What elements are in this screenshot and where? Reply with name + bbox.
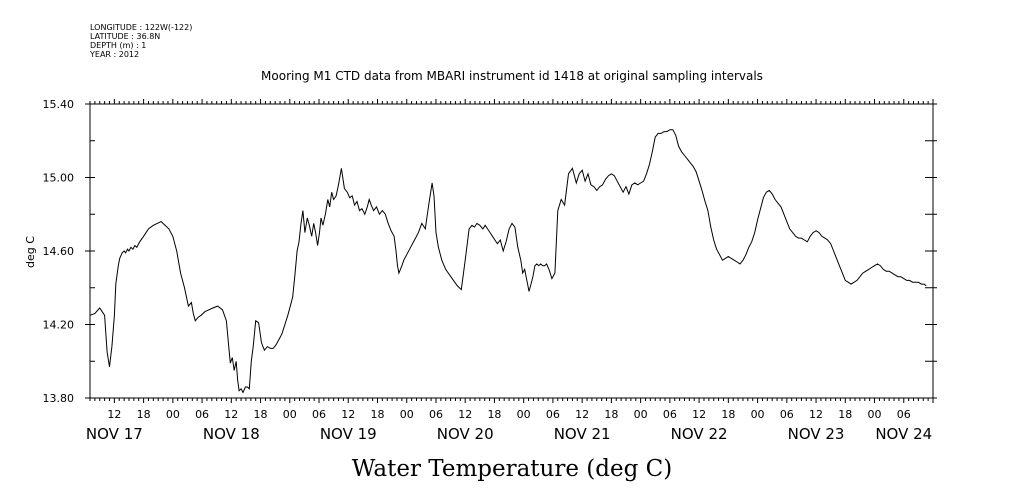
x-hour-label: 18	[254, 408, 268, 421]
x-hour-label: 00	[283, 408, 297, 421]
x-hour-label: 06	[897, 408, 911, 421]
y-axis-ticks: 13.80 14.20 14.60 15.00 15.40	[43, 98, 937, 405]
x-hour-label: 18	[370, 408, 384, 421]
x-hour-label: 12	[809, 408, 823, 421]
x-day-label: NOV 19	[320, 425, 377, 443]
y-axis-label: deg C	[24, 236, 37, 268]
x-day-label: NOV 23	[788, 425, 845, 443]
x-hour-label: 18	[838, 408, 852, 421]
x-axis-ticks	[89, 99, 934, 403]
x-hour-label: 18	[721, 408, 735, 421]
x-hour-label: 06	[546, 408, 560, 421]
x-day-label: NOV 22	[671, 425, 728, 443]
x-hour-label: 06	[780, 408, 794, 421]
metadata-latitude: LATITUDE : 36.8N	[90, 32, 160, 41]
metadata-depth: DEPTH (m) : 1	[90, 41, 146, 50]
x-hour-label: 06	[429, 408, 443, 421]
x-day-label: NOV 18	[203, 425, 260, 443]
y-tick-label: 14.60	[43, 245, 75, 258]
x-day-label: NOV 21	[554, 425, 611, 443]
x-hour-label: 00	[166, 408, 180, 421]
y-tick-label: 13.80	[43, 392, 75, 405]
y-tick-label: 14.20	[43, 319, 75, 332]
plot-frame	[89, 103, 934, 399]
metadata-block: LONGITUDE : 122W(-122) LATITUDE : 36.8N …	[89, 23, 192, 59]
x-hour-label: 06	[312, 408, 326, 421]
x-day-label: NOV 20	[437, 425, 494, 443]
x-day-label: NOV 17	[86, 425, 143, 443]
x-hour-label: 00	[751, 408, 765, 421]
x-axis-day-labels: NOV 17 NOV 18 NOV 19 NOV 20 NOV 21 NOV 22 NOV …	[86, 425, 932, 443]
y-tick-label: 15.00	[43, 172, 75, 185]
x-hour-label: 12	[341, 408, 355, 421]
metadata-year: YEAR : 2012	[89, 50, 139, 59]
x-hour-label: 00	[634, 408, 648, 421]
metadata-longitude: LONGITUDE : 122W(-122)	[90, 23, 192, 32]
x-hour-label: 18	[487, 408, 501, 421]
series-line-water-temperature	[89, 129, 927, 394]
x-hour-label: 12	[692, 408, 706, 421]
x-hour-label: 06	[663, 408, 677, 421]
chart-title: Mooring M1 CTD data from MBARI instrumen…	[261, 69, 763, 83]
x-hour-label: 00	[400, 408, 414, 421]
y-tick-label: 15.40	[43, 98, 75, 111]
x-hour-label: 12	[107, 408, 121, 421]
x-hour-label: 00	[868, 408, 882, 421]
x-axis-title: Water Temperature (deg C)	[352, 456, 672, 482]
x-hour-label: 12	[458, 408, 472, 421]
x-hour-label: 18	[137, 408, 151, 421]
x-hour-label: 12	[224, 408, 238, 421]
x-hour-label: 18	[604, 408, 618, 421]
x-hour-label: 06	[195, 408, 209, 421]
x-day-label: NOV 24	[875, 425, 932, 443]
x-axis-hour-labels: 12 18 00 06 12 18 00 06 12 18 00 06 12 18 00 06 12 18 00 06…	[107, 408, 910, 421]
x-hour-label: 12	[575, 408, 589, 421]
x-hour-label: 00	[517, 408, 531, 421]
